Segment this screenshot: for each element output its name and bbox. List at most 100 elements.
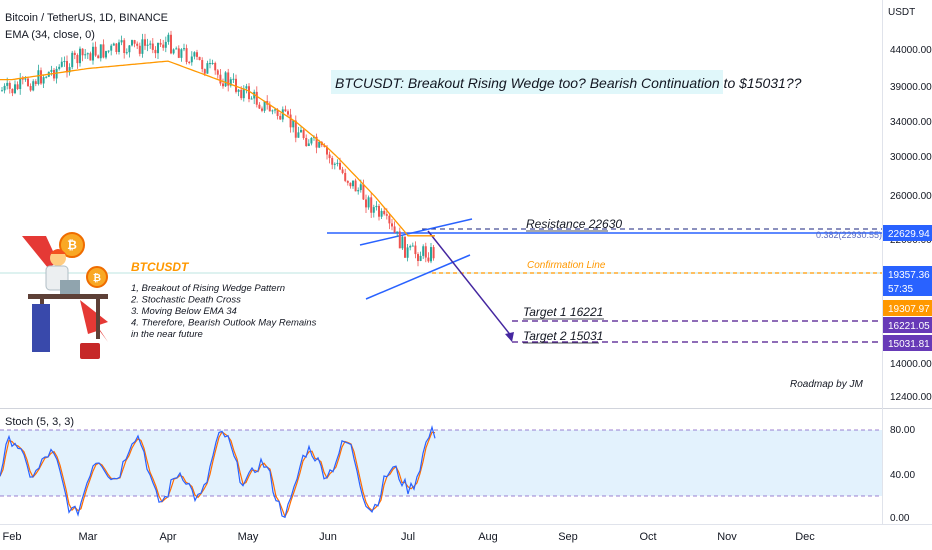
candle-body bbox=[167, 34, 170, 42]
candle-body bbox=[149, 43, 152, 45]
candle-body bbox=[432, 247, 435, 259]
target-2-label: Target 2 15031 bbox=[523, 329, 603, 343]
time-tick-label: Feb bbox=[3, 531, 22, 543]
symbol-label[interactable]: Bitcoin / TetherUS, 1D, BINANCE bbox=[5, 12, 168, 24]
candle-body bbox=[292, 120, 295, 128]
candle-body bbox=[385, 214, 388, 216]
candle-body bbox=[34, 81, 37, 85]
candle-body bbox=[222, 83, 224, 87]
candle-body bbox=[391, 223, 393, 227]
candle-body bbox=[388, 215, 391, 224]
down-arrow-icon-2 bbox=[80, 300, 108, 342]
candle-body bbox=[375, 205, 378, 208]
coin-icon-2 bbox=[86, 266, 108, 288]
candle-body bbox=[159, 42, 162, 45]
price-axis-unit: USDT bbox=[888, 7, 915, 18]
candle-body bbox=[99, 44, 102, 59]
candle-body bbox=[341, 169, 344, 173]
time-tick-label: May bbox=[238, 531, 259, 543]
price-badge-label: 19357.36 bbox=[888, 270, 930, 281]
main-pane[interactable] bbox=[0, 0, 882, 408]
candle-body bbox=[242, 88, 245, 99]
candle-body bbox=[146, 44, 149, 46]
candle-body bbox=[79, 48, 81, 64]
candle-body bbox=[144, 39, 146, 46]
candle-body bbox=[250, 98, 253, 100]
candle-body bbox=[45, 76, 48, 78]
candle-body bbox=[73, 52, 76, 55]
stoch-label[interactable]: Stoch (5, 3, 3) bbox=[5, 416, 74, 428]
candle-body bbox=[357, 190, 360, 192]
candle-body bbox=[29, 86, 32, 91]
candle-body bbox=[21, 78, 24, 80]
wedge-upper-line[interactable] bbox=[359, 218, 473, 246]
candle-body bbox=[300, 129, 302, 133]
time-axis[interactable]: Feb Mar Apr May Jun Jul Aug Sep Oct Nov Dec bbox=[3, 531, 816, 543]
candle-body bbox=[193, 52, 196, 57]
price-tick-label: 14000.00 bbox=[890, 359, 932, 370]
projection-arrow[interactable] bbox=[427, 230, 513, 338]
stoch-band-fill bbox=[0, 430, 882, 496]
desk-leg-icon-2 bbox=[96, 299, 100, 339]
candle-body bbox=[19, 78, 22, 90]
time-tick-label: Dec bbox=[795, 531, 815, 543]
candle-body bbox=[206, 63, 209, 74]
price-tick-label: 34000.00 bbox=[890, 117, 932, 128]
candle-body bbox=[237, 89, 240, 92]
candle-body bbox=[424, 246, 427, 258]
candle-body bbox=[102, 44, 105, 58]
title-banner: BTCUSDT: Breakout Rising Wedge too? Bear… bbox=[335, 75, 802, 91]
time-tick-label: Sep bbox=[558, 531, 578, 543]
candle-body bbox=[123, 40, 126, 53]
candle-body bbox=[203, 69, 206, 74]
candle-body bbox=[84, 54, 87, 56]
candle-body bbox=[362, 184, 365, 200]
candle-body bbox=[393, 226, 396, 233]
candle-body bbox=[232, 78, 235, 80]
price-badge-label: 22629.94 bbox=[888, 229, 930, 240]
candle-body bbox=[107, 50, 110, 52]
candle-body bbox=[180, 49, 183, 58]
candle-body bbox=[326, 146, 328, 155]
candle-body bbox=[331, 158, 334, 165]
candle-body bbox=[219, 74, 222, 84]
time-tick-label: Nov bbox=[717, 531, 737, 543]
candle-body bbox=[370, 197, 373, 213]
ema-indicator-label[interactable]: EMA (34, close, 0) bbox=[5, 29, 95, 41]
candle-body bbox=[367, 197, 370, 208]
price-badge bbox=[883, 335, 932, 351]
price-badge bbox=[883, 317, 932, 333]
candle-body bbox=[24, 78, 27, 80]
candle-body bbox=[66, 61, 68, 73]
stoch-tick-label: 40.00 bbox=[890, 470, 915, 481]
candle-body bbox=[198, 56, 201, 61]
price-tick-label: 12400.00 bbox=[890, 392, 932, 403]
candle-body bbox=[154, 49, 157, 54]
stoch-axis-ticks: 80.00 40.00 0.00 bbox=[890, 425, 915, 524]
fib-label: 0.382(22930.55) bbox=[816, 230, 882, 240]
price-badge bbox=[883, 266, 932, 282]
candle-body bbox=[209, 63, 211, 65]
price-badge-label: 57:35 bbox=[888, 284, 913, 295]
candle-body bbox=[71, 52, 74, 68]
price-tick-label: 39000.00 bbox=[890, 82, 932, 93]
candle-body bbox=[216, 70, 219, 75]
candle-body bbox=[105, 51, 107, 58]
time-tick-label: Jul bbox=[401, 531, 415, 543]
candle-body bbox=[112, 43, 115, 46]
down-arrow-icon bbox=[22, 236, 58, 268]
price-badge bbox=[883, 300, 932, 316]
time-tick-label: Aug bbox=[478, 531, 498, 543]
candle-body bbox=[133, 40, 136, 44]
candle-body bbox=[406, 247, 409, 258]
candle-body bbox=[190, 56, 193, 63]
notes-line: 3. Moving Below EMA 34 bbox=[131, 306, 237, 317]
candle-body bbox=[8, 82, 11, 89]
candle-body bbox=[404, 236, 406, 258]
candle-body bbox=[240, 89, 243, 99]
candle-body bbox=[27, 78, 29, 87]
candle-body bbox=[115, 43, 118, 52]
candle-body bbox=[14, 84, 16, 94]
stoch-k-line bbox=[0, 424, 436, 519]
